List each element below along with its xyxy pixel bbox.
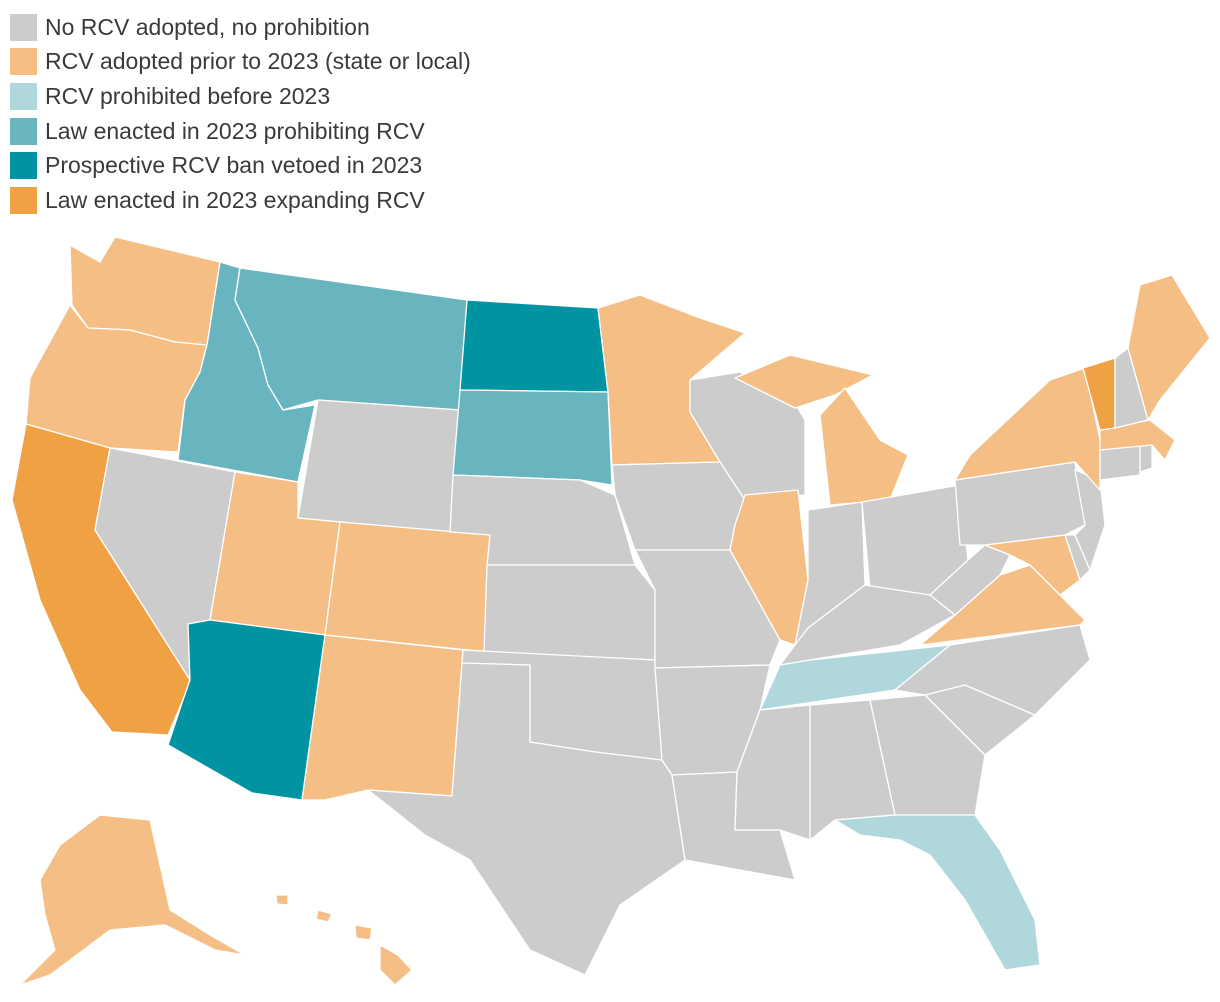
legend-swatch-expand2023	[10, 186, 37, 214]
legend-item-ban2023: Law enacted in 2023 prohibiting RCV	[10, 114, 471, 149]
state-ri[interactable]	[1139, 444, 1153, 473]
legend: No RCV adopted, no prohibition RCV adopt…	[10, 10, 471, 218]
state-mi-lower[interactable]	[819, 387, 909, 506]
state-sd[interactable]	[452, 389, 613, 486]
state-ks[interactable]	[483, 564, 656, 661]
legend-item-prohibited: RCV prohibited before 2023	[10, 79, 471, 114]
legend-label-prohibited: RCV prohibited before 2023	[45, 82, 331, 109]
legend-swatch-none	[10, 13, 37, 41]
state-ga[interactable]	[869, 694, 986, 816]
legend-label-vetoed: Prospective RCV ban vetoed in 2023	[45, 152, 423, 179]
state-ma[interactable]	[1099, 419, 1176, 461]
state-tx[interactable]	[367, 662, 686, 976]
legend-swatch-vetoed	[10, 152, 37, 180]
legend-item-adopted: RCV adopted prior to 2023 (state or loca…	[10, 45, 471, 80]
state-hi-oahu[interactable]	[315, 909, 333, 923]
legend-label-ban2023: Law enacted in 2023 prohibiting RCV	[45, 117, 425, 144]
state-wy[interactable]	[297, 399, 461, 533]
state-ak[interactable]	[19, 814, 246, 986]
state-nm[interactable]	[301, 634, 464, 801]
legend-swatch-prohibited	[10, 82, 37, 110]
state-hi-kauai[interactable]	[275, 894, 289, 906]
legend-label-expand2023: Law enacted in 2023 expanding RCV	[45, 186, 425, 213]
state-ia[interactable]	[611, 461, 746, 551]
state-mt[interactable]	[234, 267, 468, 411]
state-mi[interactable]	[734, 354, 874, 409]
state-fl[interactable]	[834, 814, 1041, 971]
state-il[interactable]	[729, 489, 809, 646]
state-ct[interactable]	[1099, 444, 1141, 481]
state-az[interactable]	[167, 619, 326, 801]
state-hi[interactable]	[379, 944, 413, 986]
state-co[interactable]	[324, 521, 493, 653]
state-nc[interactable]	[894, 624, 1091, 716]
state-nd[interactable]	[459, 299, 609, 393]
legend-item-vetoed: Prospective RCV ban vetoed in 2023	[10, 148, 471, 183]
legend-label-none: No RCV adopted, no prohibition	[45, 13, 370, 40]
legend-swatch-adopted	[10, 48, 37, 76]
legend-label-adopted: RCV adopted prior to 2023 (state or loca…	[45, 48, 471, 75]
state-hi-maui[interactable]	[354, 924, 373, 941]
legend-swatch-ban2023	[10, 117, 37, 145]
state-me[interactable]	[1127, 274, 1211, 421]
legend-item-expand2023: Law enacted in 2023 expanding RCV	[10, 183, 471, 218]
legend-item-none: No RCV adopted, no prohibition	[10, 10, 471, 45]
